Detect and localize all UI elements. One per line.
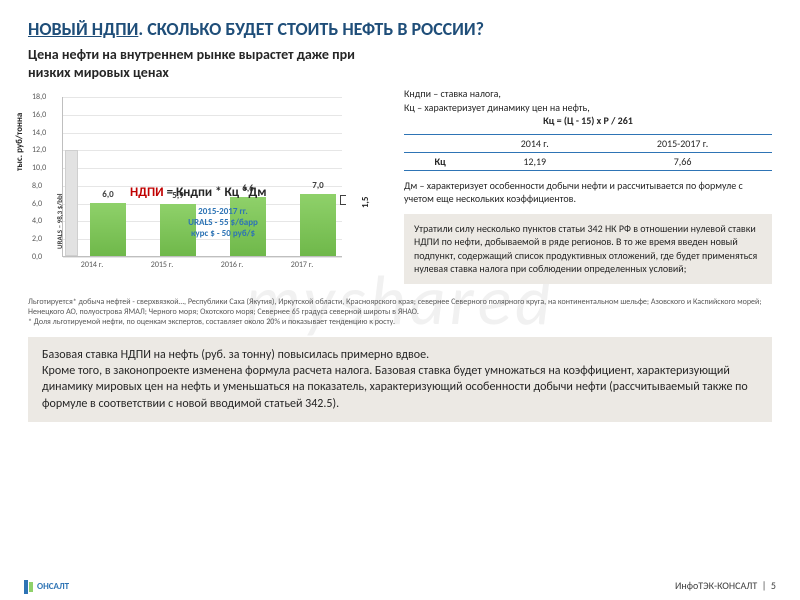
- diff-bracket-label: 1,5: [360, 196, 371, 207]
- gridline: [63, 257, 342, 258]
- chart-bar: 7,0: [300, 194, 336, 256]
- bar-chart: тыс. руб/тонна 6,02014 г.5,92015 г.6,620…: [28, 91, 368, 291]
- y-axis-label: тыс. руб/тонна: [14, 113, 25, 171]
- footer-logo: ОНСАЛТ: [24, 580, 69, 594]
- footnote-line2: * Доля льготируемой нефти, по оценкам эк…: [28, 317, 395, 327]
- definitions: Кндпи – ставка налога, Кц – характеризуе…: [404, 87, 772, 128]
- y-tick: 4,0: [32, 216, 42, 226]
- kc-formula: Кц = (Ц - 15) x P / 261: [543, 114, 633, 127]
- footer-page-number: 5: [771, 579, 776, 592]
- gridline: [63, 150, 342, 151]
- footer: ИнфоТЭК-КОНСАЛТ | 5: [675, 579, 776, 592]
- right-column: Кндпи – ставка налога, Кц – характеризуе…: [404, 87, 772, 291]
- urals-note-box: URALS – 98,3 $/bbl: [65, 150, 78, 256]
- slide-title: НОВЫЙ НДПИ. СКОЛЬКО БУДЕТ СТОИТЬ НЕФТЬ В…: [28, 18, 772, 40]
- title-rest: . СКОЛЬКО БУДЕТ СТОИТЬ НЕФТЬ В РОССИИ?: [138, 18, 484, 40]
- kc-row-2014: 12,19: [476, 152, 593, 170]
- y-tick: 14,0: [32, 128, 46, 138]
- summary-line: Кроме того, в законопроекте изменена фор…: [42, 363, 758, 412]
- kc-row-label: Кц: [404, 152, 476, 170]
- table-row: 2014 г. 2015-2017 г.: [404, 134, 772, 152]
- table-row: Кц 12,19 7,66: [404, 152, 772, 170]
- def-dm: Дм – характеризует особенности добычи не…: [404, 179, 772, 206]
- kc-th-blank: [404, 134, 476, 152]
- subnote-line1: 2015-2017 гг.: [198, 206, 248, 217]
- gridline: [63, 97, 342, 98]
- title-accent: НОВЫЙ НДПИ: [28, 18, 138, 40]
- y-tick: 16,0: [32, 110, 46, 120]
- slide-subtitle: Цена нефти на внутреннем рынке вырастет …: [28, 46, 368, 81]
- gridline: [63, 133, 342, 134]
- gridline: [63, 168, 342, 169]
- footnote-line1: Льготируется* добыча нефтей - сверхвязко…: [28, 297, 761, 317]
- kc-table: 2014 г. 2015-2017 г. Кц 12,19 7,66: [404, 134, 772, 171]
- y-tick: 12,0: [32, 145, 46, 155]
- y-tick: 2,0: [32, 234, 42, 244]
- x-category: 2017 г.: [277, 260, 327, 270]
- formula: НДПИ = Кндпи * Кц *Дм: [130, 185, 267, 200]
- x-category: 2016 г.: [207, 260, 257, 270]
- bottom-summary-box: Базовая ставка НДПИ на нефть (руб. за то…: [28, 337, 772, 422]
- left-column: тыс. руб/тонна 6,02014 г.5,92015 г.6,620…: [28, 87, 388, 291]
- subnote-line3: курс $ - 50 руб/$: [191, 228, 255, 239]
- callout-box: Утратили силу несколько пунктов статьи 3…: [404, 214, 772, 284]
- footer-brand: ИнфоТЭК-КОНСАЛТ: [675, 579, 757, 592]
- gridline: [63, 115, 342, 116]
- footnote-small: Льготируется* добыча нефтей - сверхвязко…: [28, 297, 768, 327]
- y-tick: 18,0: [32, 92, 46, 102]
- logo-bar-icon: [24, 580, 28, 594]
- summary-line: Базовая ставка НДПИ на нефть (руб. за то…: [42, 347, 758, 363]
- subnote-line2: URALS - 55 $/барр: [188, 217, 258, 228]
- chart-bar: 6,0: [90, 203, 126, 256]
- chart-subnote: 2015-2017 гг. URALS - 55 $/барр курс $ -…: [148, 207, 298, 239]
- slide: НОВЫЙ НДПИ. СКОЛЬКО БУДЕТ СТОИТЬ НЕФТЬ В…: [0, 0, 800, 327]
- kc-th-2015: 2015-2017 г.: [593, 134, 772, 152]
- kc-row-2015: 7,66: [593, 152, 772, 170]
- x-category: 2014 г.: [67, 260, 117, 270]
- def-kndpi: Кндпи – ставка налога,: [404, 87, 501, 100]
- def-kc: Кц – характеризует динамику цен на нефть…: [404, 101, 590, 114]
- bar-value-label: 6,0: [90, 189, 126, 200]
- x-category: 2015 г.: [137, 260, 187, 270]
- urals-label: URALS – 98,3 $/bbl: [55, 194, 64, 250]
- y-tick: 6,0: [32, 199, 42, 209]
- y-tick: 0,0: [32, 252, 42, 262]
- y-tick: 10,0: [32, 163, 46, 173]
- formula-red: НДПИ: [130, 185, 164, 200]
- bar-value-label: 7,0: [300, 180, 336, 191]
- logo-bar-icon: [29, 582, 33, 592]
- diff-bracket: [340, 195, 346, 205]
- kc-th-2014: 2014 г.: [476, 134, 593, 152]
- logo-text: ОНСАЛТ: [37, 581, 69, 592]
- formula-rest: = Кндпи * Кц *Дм: [164, 185, 267, 200]
- y-tick: 8,0: [32, 181, 42, 191]
